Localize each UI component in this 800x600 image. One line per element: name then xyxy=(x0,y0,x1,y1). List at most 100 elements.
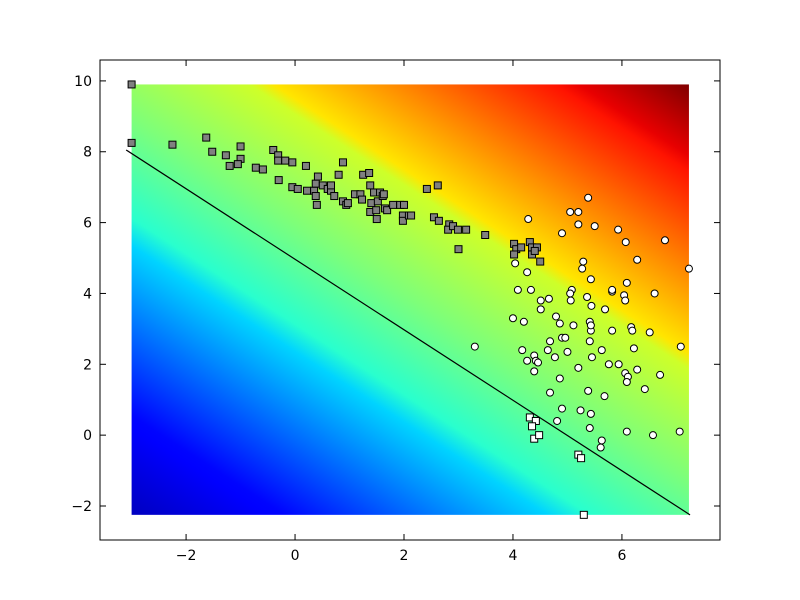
y-tick-label: 0 xyxy=(83,428,92,444)
point xyxy=(622,378,631,387)
x-tick-label: 4 xyxy=(509,548,518,564)
point xyxy=(563,347,572,356)
point xyxy=(633,255,642,264)
y-tick-label: 2 xyxy=(83,357,92,373)
point xyxy=(566,289,575,298)
point xyxy=(621,296,630,305)
point xyxy=(684,264,693,273)
point xyxy=(536,305,545,314)
point xyxy=(269,145,278,154)
point xyxy=(334,170,343,179)
point xyxy=(579,257,588,266)
point xyxy=(327,181,336,190)
point xyxy=(574,363,583,372)
point xyxy=(546,337,555,346)
point xyxy=(586,321,595,330)
point xyxy=(288,158,297,167)
point xyxy=(311,179,320,188)
point xyxy=(519,317,528,326)
point xyxy=(508,314,517,323)
point xyxy=(601,305,610,314)
point xyxy=(558,229,567,238)
point xyxy=(576,406,585,415)
point xyxy=(400,200,409,209)
point xyxy=(577,454,586,463)
point xyxy=(225,161,234,170)
point xyxy=(561,333,570,342)
point xyxy=(258,165,267,174)
point xyxy=(600,392,609,401)
point xyxy=(629,344,638,353)
point xyxy=(586,275,595,284)
point xyxy=(574,220,583,229)
point xyxy=(574,207,583,216)
x-tick-label: 2 xyxy=(400,548,409,564)
point xyxy=(608,326,617,335)
point xyxy=(566,296,575,305)
point xyxy=(367,199,376,208)
point xyxy=(518,346,527,355)
point xyxy=(597,436,606,445)
point xyxy=(590,222,599,231)
point xyxy=(517,243,526,252)
point xyxy=(633,365,642,374)
point xyxy=(398,216,407,225)
y-tick-label: 10 xyxy=(74,74,92,90)
point xyxy=(303,186,312,195)
x-tick-label: −2 xyxy=(176,548,197,564)
point xyxy=(614,360,623,369)
point xyxy=(513,285,522,294)
point xyxy=(596,443,605,452)
boundary-line xyxy=(125,149,691,516)
point xyxy=(293,184,302,193)
point xyxy=(578,264,587,273)
point xyxy=(281,156,290,165)
point xyxy=(544,294,553,303)
point xyxy=(528,422,537,431)
point xyxy=(535,431,544,440)
y-tick-label: 8 xyxy=(83,145,92,161)
point xyxy=(614,225,623,234)
point xyxy=(301,161,310,170)
y-tick-label: 4 xyxy=(83,286,92,302)
point xyxy=(558,404,567,413)
point xyxy=(470,342,479,351)
point xyxy=(555,319,564,328)
point xyxy=(585,424,594,433)
point xyxy=(510,250,519,259)
point xyxy=(373,197,382,206)
point xyxy=(587,301,596,310)
point xyxy=(628,326,637,335)
point xyxy=(407,211,416,220)
point xyxy=(546,388,555,397)
point xyxy=(536,257,545,266)
point xyxy=(552,312,561,321)
point xyxy=(660,236,669,245)
point xyxy=(379,190,388,199)
point xyxy=(543,346,552,355)
point xyxy=(579,510,588,519)
point xyxy=(311,192,320,201)
point xyxy=(523,356,532,365)
point xyxy=(330,192,339,201)
point xyxy=(584,193,593,202)
point xyxy=(481,230,490,239)
point xyxy=(553,416,562,425)
point xyxy=(648,431,657,440)
point xyxy=(597,346,606,355)
point xyxy=(622,278,631,287)
point xyxy=(383,206,392,215)
y-tick-label: −2 xyxy=(71,499,92,515)
point xyxy=(233,160,242,169)
axes-frame xyxy=(99,59,721,541)
point xyxy=(526,285,535,294)
point xyxy=(523,268,532,277)
point xyxy=(640,385,649,394)
x-tick-label: 6 xyxy=(617,548,626,564)
point xyxy=(650,289,659,298)
point xyxy=(608,285,617,294)
point xyxy=(675,427,684,436)
point xyxy=(550,353,559,362)
point xyxy=(656,370,665,379)
